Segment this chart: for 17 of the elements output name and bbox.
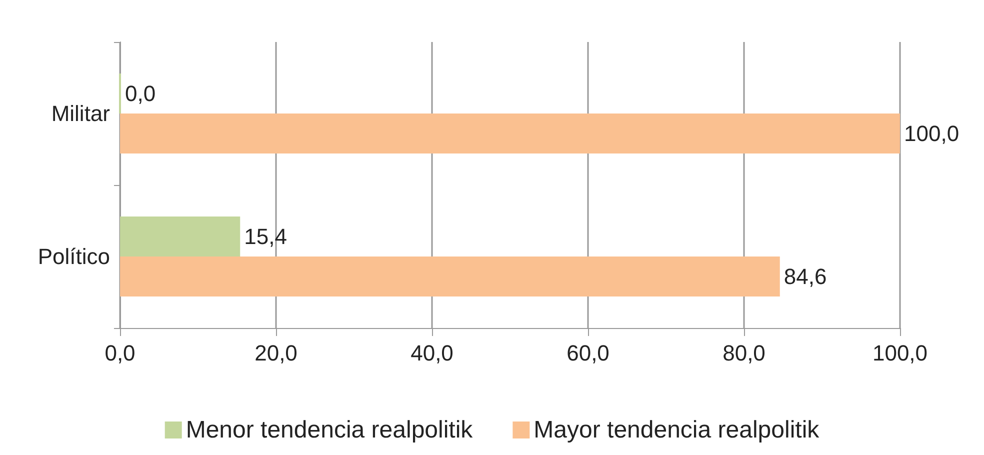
y-tick-label: Político [38, 244, 110, 269]
legend-label: Menor tendencia realpolitik [186, 416, 474, 444]
y-tick-label: Militar [51, 101, 110, 126]
data-label: 0,0 [125, 81, 156, 106]
bar [120, 114, 900, 154]
bar [120, 256, 780, 296]
x-tick-label: 0,0 [104, 340, 136, 366]
data-label: 15,4 [244, 224, 287, 249]
bar [120, 216, 240, 256]
x-tick-label: 20,0 [254, 340, 298, 366]
x-tick-label: 60,0 [566, 340, 610, 366]
legend-label: Mayor tendencia realpolitik [534, 416, 820, 444]
x-tick-label: 100,0 [872, 340, 928, 366]
data-label: 100,0 [904, 121, 960, 146]
data-label: 84,6 [784, 264, 827, 289]
x-tick-label: 40,0 [410, 340, 454, 366]
x-tick-label: 80,0 [722, 340, 766, 366]
